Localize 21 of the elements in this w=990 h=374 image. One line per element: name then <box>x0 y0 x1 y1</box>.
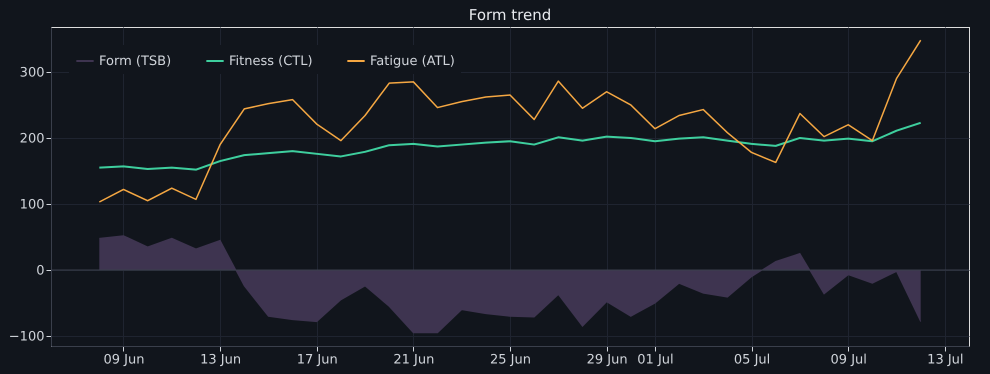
line-series <box>98 122 922 171</box>
y-tick-label: −100 <box>8 330 44 345</box>
x-tick-label: 13 Jul <box>927 352 964 368</box>
x-tick-label: 29 Jun <box>586 352 628 368</box>
x-tick-label: 25 Jun <box>490 352 531 368</box>
chart-title: Form trend <box>468 6 552 24</box>
y-tick-label: 100 <box>20 198 44 212</box>
x-tick-label: 05 Jul <box>734 352 770 368</box>
x-tick-label: 13 Jun <box>200 352 242 368</box>
legend-label: Fitness (CTL) <box>229 54 313 69</box>
x-tick-label: 09 Jul <box>830 352 867 368</box>
x-tick-label: 21 Jun <box>393 352 434 368</box>
legend-label: Form (TSB) <box>99 54 172 69</box>
legend-label: Fatigue (ATL) <box>370 54 455 69</box>
x-tick-label: 09 Jun <box>103 352 144 368</box>
line-series <box>98 39 922 203</box>
y-tick-label: 0 <box>36 264 44 279</box>
x-tick-label: 17 Jun <box>296 352 338 368</box>
y-tick-label: 300 <box>20 65 44 80</box>
x-tick-label: 01 Jul <box>637 352 674 368</box>
y-tick-label: 200 <box>20 131 44 146</box>
